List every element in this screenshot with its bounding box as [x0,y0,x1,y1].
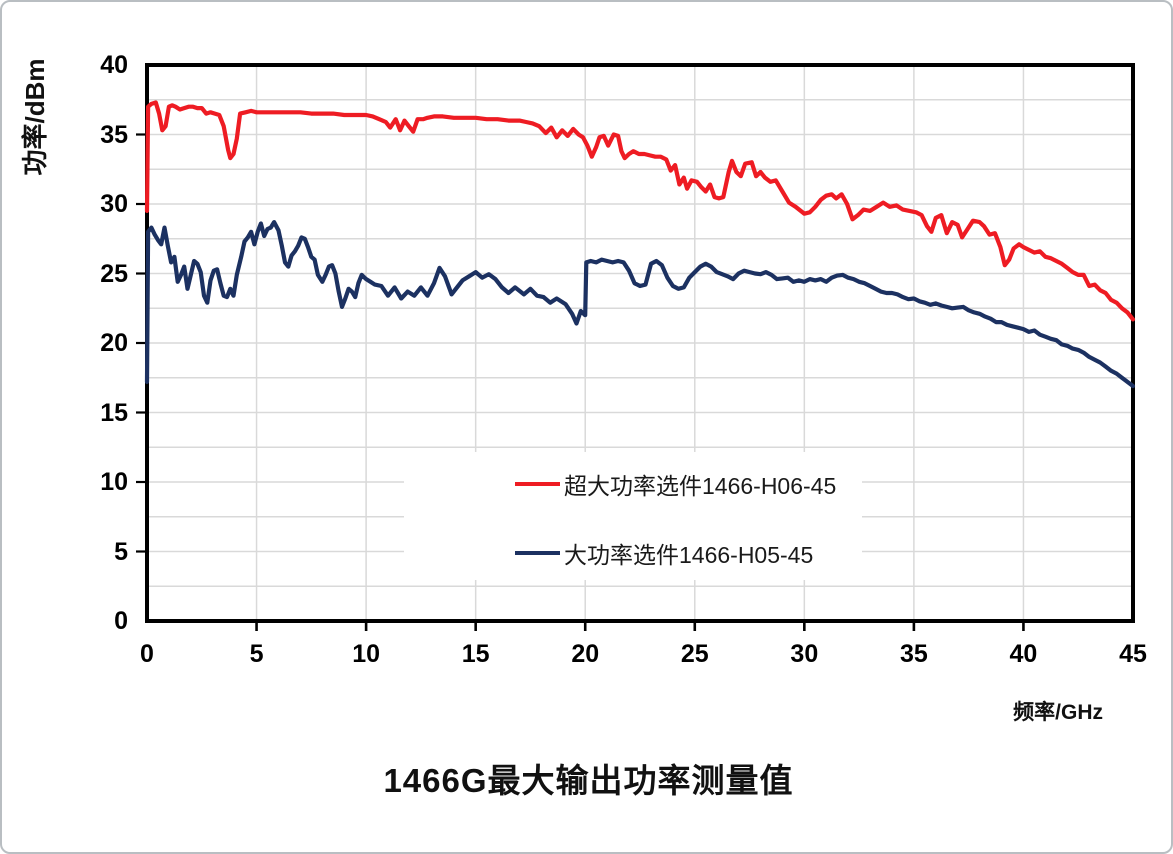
x-tick-label: 10 [352,640,381,668]
x-tick-label: 30 [790,640,819,668]
x-tick-label: 0 [140,640,154,668]
legend-label-h06: 超大功率选件1466-H06-45 [564,473,837,499]
legend-item-h05: 大功率选件1466-H05-45 [515,539,836,568]
x-tick-label: 45 [1119,640,1147,668]
y-tick-label: 20 [100,329,128,357]
y-tick-label: 10 [100,468,128,496]
y-tick-label: 25 [100,259,128,288]
x-tick-label: 20 [571,640,600,668]
y-tick-label: 15 [100,398,128,427]
legend-swatch-red-line [515,482,560,486]
x-tick-label: 15 [461,640,490,668]
x-axis-title: 频率/GHz [1013,701,1103,724]
y-tick-label: 5 [114,537,128,566]
legend-label-h05: 大功率选件1466-H05-45 [564,542,814,568]
legend: 超大功率选件1466-H06-45 大功率选件1466-H05-45 [515,470,836,608]
x-tick-label: 5 [249,640,264,668]
legend-item-h06: 超大功率选件1466-H06-45 [515,470,837,499]
y-tick-label: 35 [100,120,128,149]
x-tick-label: 25 [680,640,709,668]
chart-title: 1466G最大输出功率测量值 [383,762,794,799]
y-tick-label: 30 [100,190,128,218]
y-tick-label: 40 [100,51,128,79]
x-tick-label: 35 [899,640,928,668]
legend-swatch-navy-line [515,551,560,555]
x-tick-label: 40 [1009,640,1038,668]
y-tick-label: 0 [114,607,128,635]
y-axis-title: 功率/dBm [20,58,50,176]
